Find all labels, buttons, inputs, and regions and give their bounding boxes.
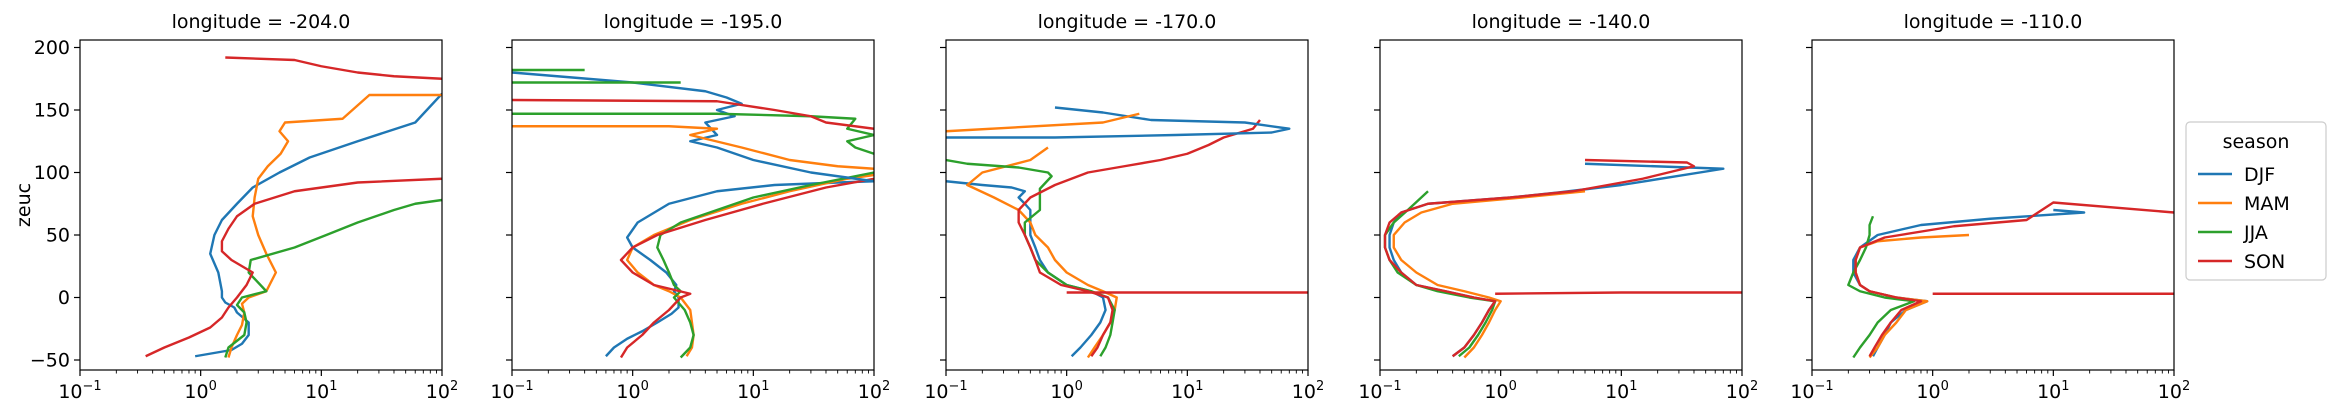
y-tick-label: 0 — [58, 287, 70, 309]
series-line-jja — [946, 158, 1116, 357]
y-tick-label: −50 — [30, 350, 70, 372]
y-tick-label: 50 — [46, 225, 70, 247]
x-tick-label: 102 — [1726, 379, 1758, 403]
y-tick-label: 200 — [34, 37, 70, 59]
panel-4: longitude = -140.0 10−1 100 101 102 — [1358, 11, 1758, 403]
series-group — [512, 68, 874, 359]
series-line-jja — [512, 112, 874, 155]
panel-1: longitude = -204.0 10−1 100 101 102 −50 0 50 100… — [30, 11, 458, 403]
series-group — [1847, 201, 2174, 359]
x-tick-label: 102 — [426, 379, 458, 403]
panel-frame — [1811, 39, 2175, 371]
series-line-jja — [224, 198, 442, 358]
series-line-jja — [1847, 215, 1916, 359]
x-tick-label: 102 — [2158, 379, 2190, 403]
panel-title: longitude = -204.0 — [172, 11, 351, 33]
series-line-djf — [946, 106, 1291, 139]
panel-title: longitude = -110.0 — [1904, 11, 2083, 33]
panel-2: longitude = -195.0 10−1 100 101 102 — [490, 11, 890, 403]
legend-label-jja: JJA — [2243, 222, 2268, 244]
x-tick-label: 102 — [1292, 379, 1324, 403]
panel-frame — [511, 39, 875, 371]
legend: season DJF MAM JJA SON — [2185, 121, 2327, 281]
series-line-son — [1383, 158, 1696, 358]
y-tick-label: 100 — [34, 162, 70, 184]
x-tick-label: 100 — [184, 379, 216, 403]
series-line-son — [145, 177, 442, 358]
x-tick-label: 10−1 — [58, 379, 101, 403]
x-tick-label: 100 — [1916, 379, 1948, 403]
x-tick-label: 101 — [2037, 379, 2069, 403]
panel-frame — [1379, 39, 1743, 371]
y-tick-label: 150 — [34, 100, 70, 122]
series-group — [946, 106, 1308, 359]
series-line-mam — [946, 112, 1140, 133]
series-line-jja — [656, 171, 874, 359]
series-line-djf — [1852, 208, 2086, 357]
x-tick-label: 101 — [737, 379, 769, 403]
panels-group: longitude = -204.0 10−1 100 101 102 −50 0 50 100… — [30, 11, 2190, 403]
x-tick-label: 10−1 — [490, 379, 533, 403]
series-line-son — [512, 98, 874, 130]
x-tick-label: 101 — [305, 379, 337, 403]
series-line-son — [1854, 201, 2174, 357]
series-line-son — [619, 177, 874, 359]
x-tick-label: 100 — [616, 379, 648, 403]
panel-title: longitude = -195.0 — [604, 11, 783, 33]
panel-3: longitude = -170.0 10−1 100 101 102 — [924, 11, 1324, 403]
y-axis-label: zeuc — [13, 183, 35, 227]
panel-title: longitude = -140.0 — [1472, 11, 1651, 33]
series-line-mam — [1854, 233, 1970, 359]
panel-frame — [945, 39, 1309, 371]
series-line-djf — [946, 180, 1107, 358]
series-line-son — [1495, 291, 1742, 295]
x-tick-label: 100 — [1050, 379, 1082, 403]
x-tick-label: 10−1 — [1790, 379, 1833, 403]
legend-label-mam: MAM — [2244, 193, 2290, 215]
legend-label-son: SON — [2244, 251, 2285, 273]
legend-title: season — [2223, 131, 2290, 153]
series-line-mam — [625, 173, 874, 357]
x-tick-label: 100 — [1484, 379, 1516, 403]
series-group — [145, 56, 442, 358]
series-group — [1383, 158, 1742, 359]
panel-title: longitude = -170.0 — [1038, 11, 1217, 33]
series-line-mam — [512, 125, 874, 170]
x-tick-label: 10−1 — [924, 379, 967, 403]
series-line-djf — [512, 71, 874, 183]
x-tick-label: 101 — [1171, 379, 1203, 403]
series-line-djf — [194, 92, 442, 358]
series-line-mam — [966, 146, 1118, 359]
x-tick-label: 10−1 — [1358, 379, 1401, 403]
series-line-mam — [1392, 190, 1586, 359]
panel-frame — [79, 39, 443, 371]
panel-5: longitude = -110.0 10−1 100 101 102 — [1790, 11, 2190, 403]
x-tick-label: 101 — [1605, 379, 1637, 403]
legend-label-djf: DJF — [2244, 164, 2275, 186]
x-tick-label: 102 — [858, 379, 890, 403]
series-line-mam — [227, 93, 442, 358]
legend-frame — [2185, 121, 2327, 281]
series-line-son — [225, 56, 442, 80]
series-line-son — [1017, 119, 1261, 357]
